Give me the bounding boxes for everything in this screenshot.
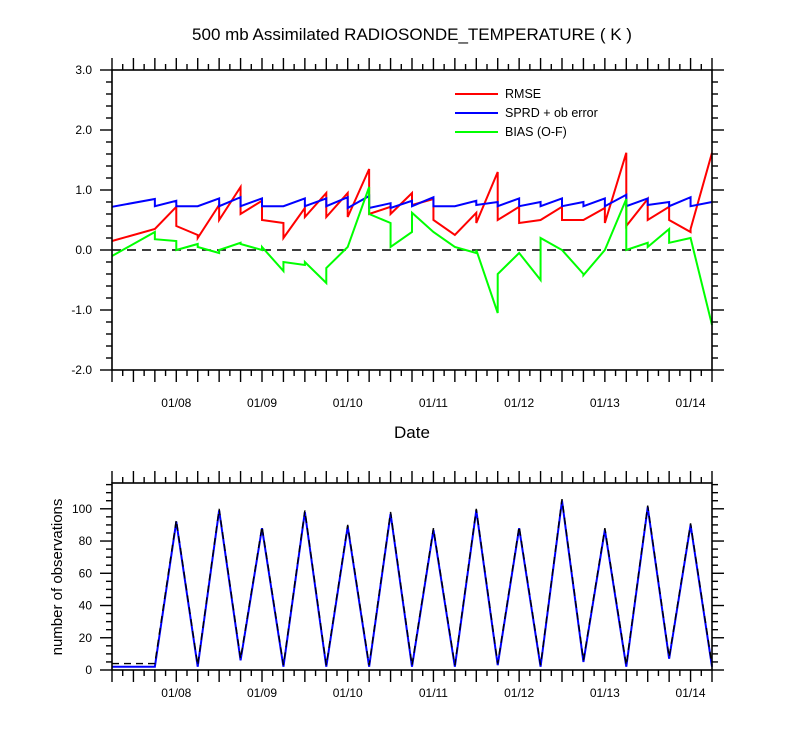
y-tick-label: 100 (72, 502, 92, 516)
y-tick-label: 0 (85, 663, 92, 677)
top-y-tick-labels: 3.0 2.0 1.0 0.0 -1.0 -2.0 (71, 63, 92, 377)
top-series-line-rmse (111, 152, 713, 242)
x-tick-label: 01/11 (419, 686, 448, 700)
legend-item-rmse: RMSE (455, 87, 541, 101)
y-tick-label: 2.0 (75, 123, 92, 137)
y-tick-label: -1.0 (71, 303, 92, 317)
legend-label-bias: BIAS (O-F) (505, 125, 567, 139)
x-tick-label: 01/09 (247, 396, 277, 410)
top-series-line-bias-o-f (111, 186, 713, 326)
y-tick-label: -2.0 (71, 363, 92, 377)
legend: RMSE SPRD + ob error BIAS (O-F) (455, 87, 598, 139)
top-panel: 500 mb Assimilated RADIOSONDE_TEMPERATUR… (71, 25, 724, 442)
top-x-tick-labels: 01/08 01/09 01/10 01/11 01/12 01/13 01/14 (161, 396, 706, 410)
bottom-y-tick-labels: 0 20 40 60 80 100 (72, 502, 92, 677)
x-tick-label: 01/13 (590, 686, 620, 700)
top-series-line-sprd-ob-error (111, 193, 713, 210)
bottom-ticks (100, 471, 724, 682)
bottom-x-tick-labels: 01/08 01/09 01/10 01/11 01/12 01/13 01/14 (161, 686, 706, 700)
x-tick-label: 01/08 (161, 396, 191, 410)
x-tick-label: 01/09 (247, 686, 277, 700)
x-tick-label: 01/12 (504, 396, 534, 410)
chart-title: 500 mb Assimilated RADIOSONDE_TEMPERATUR… (192, 25, 632, 44)
x-axis-label: Date (394, 423, 430, 442)
x-tick-label: 01/10 (333, 396, 363, 410)
x-tick-label: 01/14 (676, 686, 706, 700)
x-tick-label: 01/10 (333, 686, 363, 700)
bot-series-line-series-0 (112, 500, 713, 668)
x-tick-label: 01/13 (590, 396, 620, 410)
legend-label-spread: SPRD + ob error (505, 106, 598, 120)
bottom-series-group (112, 499, 713, 668)
x-tick-label: 01/11 (419, 396, 448, 410)
y-tick-label: 3.0 (75, 63, 92, 77)
legend-item-spread: SPRD + ob error (455, 106, 598, 120)
x-tick-label: 01/12 (504, 686, 534, 700)
x-tick-label: 01/08 (161, 686, 191, 700)
top-ticks (100, 58, 724, 382)
legend-label-rmse: RMSE (505, 87, 541, 101)
y-tick-label: 0.0 (75, 243, 92, 257)
y-tick-label: 1.0 (75, 183, 92, 197)
legend-item-bias: BIAS (O-F) (455, 125, 567, 139)
y-tick-label: 80 (79, 534, 93, 548)
y-tick-label: 20 (79, 631, 93, 645)
y-tick-label: 40 (79, 599, 93, 613)
top-series-group (111, 152, 713, 326)
x-tick-label: 01/14 (676, 396, 706, 410)
bot-series-line-series-1 (112, 499, 713, 666)
y-tick-label: 60 (79, 566, 93, 580)
y-axis-label-observations: number of observations (49, 499, 66, 656)
